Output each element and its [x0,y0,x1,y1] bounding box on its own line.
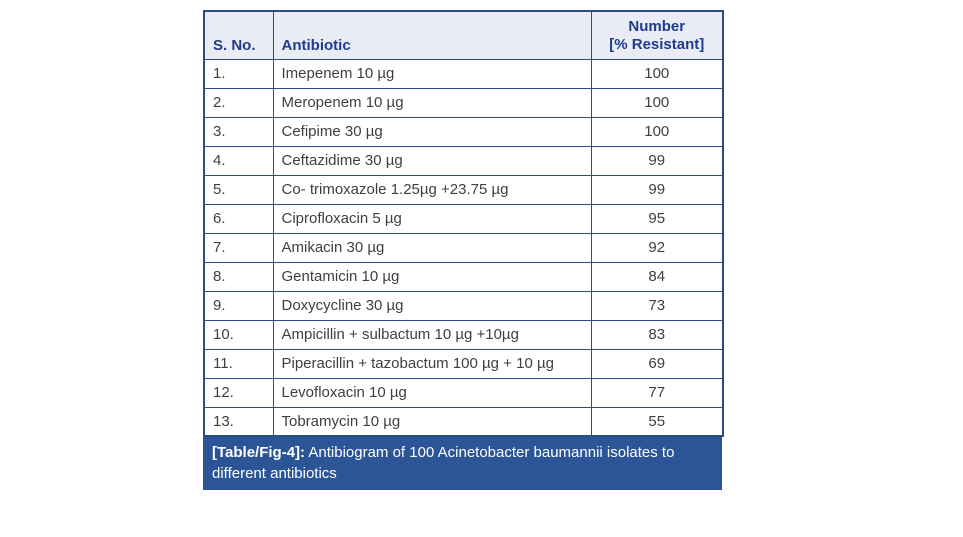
table-row: 10. Ampicillin + sulbactum 10 µg +10µg 8… [203,319,724,350]
caption-text: Antibiogram of 100 Acinetobacter baumann… [212,444,675,482]
antibiotic-cell: Amikacin 30 µg [272,232,592,263]
antibiotic-cell: Doxycycline 30 µg [272,290,592,321]
table-row: 3. Cefipime 30 µg 100 [203,116,724,147]
sno-cell: 11. [203,348,274,379]
header-row: S. No. Antibiotic Number [% Resistant] [203,10,724,60]
resistant-cell: 99 [590,174,724,205]
resistant-cell: 100 [590,58,724,89]
resistant-cell: 69 [590,348,724,379]
antibiotic-cell: Co- trimoxazole 1.25µg +23.75 µg [272,174,592,205]
table-row: 7. Amikacin 30 µg 92 [203,232,724,263]
table-row: 4. Ceftazidime 30 µg 99 [203,145,724,176]
sno-cell: 5. [203,174,274,205]
table-row: 9. Doxycycline 30 µg 73 [203,290,724,321]
resistant-cell: 100 [590,87,724,118]
resistant-cell: 84 [590,261,724,292]
table-row: 1. Imepenem 10 µg 100 [203,58,724,89]
sno-cell: 10. [203,319,274,350]
antibiotic-cell: Cefipime 30 µg [272,116,592,147]
table-row: 2. Meropenem 10 µg 100 [203,87,724,118]
antibiotic-cell: Piperacillin + tazobactum 100 µg + 10 µg [272,348,592,379]
antibiotic-cell: Levofloxacin 10 µg [272,377,592,408]
resistant-cell: 92 [590,232,724,263]
table-row: 11. Piperacillin + tazobactum 100 µg + 1… [203,348,724,379]
antibiotic-cell: Meropenem 10 µg [272,87,592,118]
table-row: 6. Ciprofloxacin 5 µg 95 [203,203,724,234]
sno-cell: 9. [203,290,274,321]
sno-cell: 6. [203,203,274,234]
table-caption: [Table/Fig-4]: Antibiogram of 100 Acinet… [203,437,722,490]
antibiogram-figure: S. No. Antibiotic Number [% Resistant] 1… [203,10,724,490]
sno-cell: 3. [203,116,274,147]
table-row: 8. Gentamicin 10 µg 84 [203,261,724,292]
resistant-cell: 99 [590,145,724,176]
resistant-cell: 100 [590,116,724,147]
antibiotic-cell: Tobramycin 10 µg [272,406,592,437]
antibiotic-cell: Ceftazidime 30 µg [272,145,592,176]
sno-cell: 13. [203,406,274,437]
sno-cell: 2. [203,87,274,118]
table-row: 5. Co- trimoxazole 1.25µg +23.75 µg 99 [203,174,724,205]
sno-cell: 8. [203,261,274,292]
caption-label: [Table/Fig-4]: [212,444,306,461]
antibiogram-table: S. No. Antibiotic Number [% Resistant] 1… [203,10,724,437]
resistant-cell: 73 [590,290,724,321]
resistant-cell: 95 [590,203,724,234]
col-header-sno: S. No. [203,10,274,60]
resistant-cell: 77 [590,377,724,408]
table-row: 12. Levofloxacin 10 µg 77 [203,377,724,408]
sno-cell: 1. [203,58,274,89]
resistant-cell: 55 [590,406,724,437]
antibiotic-cell: Ampicillin + sulbactum 10 µg +10µg [272,319,592,350]
table-row: 13. Tobramycin 10 µg 55 [203,406,724,437]
sno-cell: 4. [203,145,274,176]
antibiotic-cell: Ciprofloxacin 5 µg [272,203,592,234]
resistant-cell: 83 [590,319,724,350]
antibiotic-cell: Gentamicin 10 µg [272,261,592,292]
sno-cell: 12. [203,377,274,408]
col-header-antibiotic: Antibiotic [272,10,592,60]
sno-cell: 7. [203,232,274,263]
antibiotic-cell: Imepenem 10 µg [272,58,592,89]
col-header-number: Number [% Resistant] [590,10,724,60]
